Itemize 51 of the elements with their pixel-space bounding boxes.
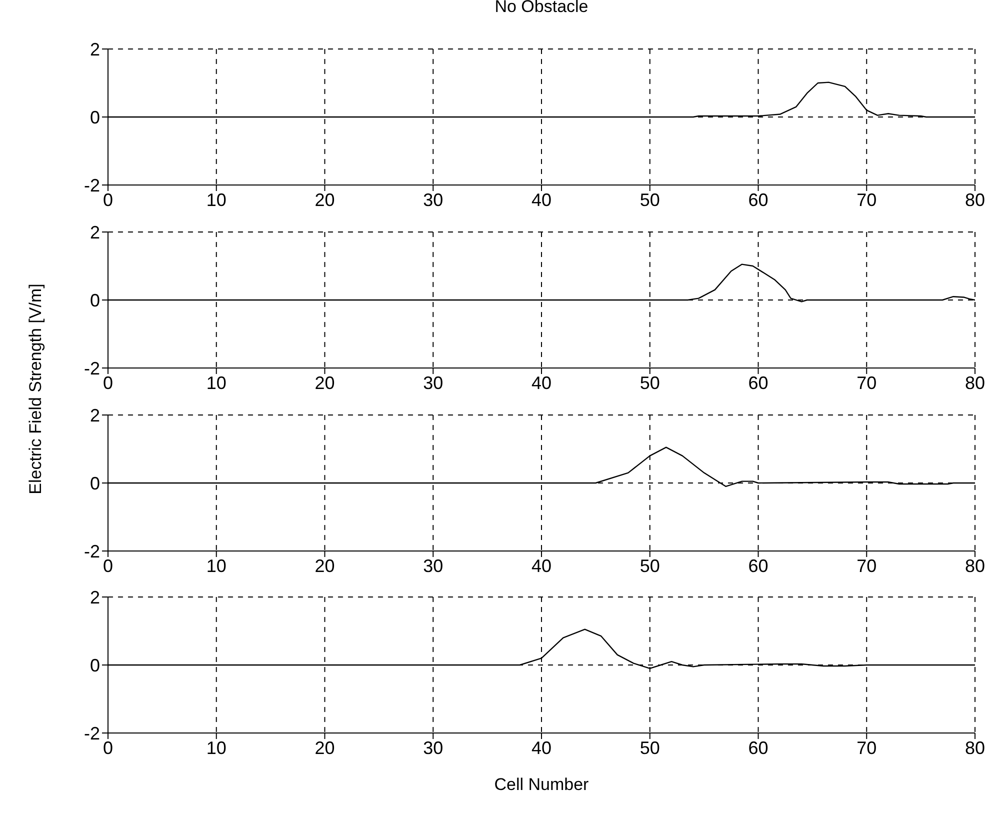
x-tick-label: 40 — [531, 556, 552, 576]
x-tick-label: 80 — [964, 190, 986, 210]
x-tick-label: 20 — [314, 190, 335, 210]
x-tick-label: 10 — [206, 372, 226, 393]
x-tick-label: 10 — [206, 738, 226, 758]
y-tick-label: -2 — [84, 723, 100, 744]
x-tick-label: 20 — [314, 738, 335, 758]
x-tick-label: 0 — [102, 372, 114, 393]
x-tick-label: 30 — [423, 556, 444, 576]
x-tick-label: 10 — [206, 190, 226, 210]
y-tick-label: -2 — [84, 175, 100, 196]
x-tick-label: 20 — [314, 556, 335, 576]
y-tick-label: 0 — [90, 473, 100, 494]
x-tick-label: 0 — [102, 190, 114, 210]
x-tick-label: 70 — [856, 190, 877, 210]
x-tick-label: 0 — [102, 738, 114, 758]
x-axis-title: Cell Number — [493, 775, 590, 795]
x-tick-label: 70 — [856, 372, 877, 393]
y-tick-label: 0 — [90, 107, 100, 128]
y-tick-label: 0 — [90, 290, 100, 310]
x-tick-label: 50 — [640, 738, 660, 758]
y-tick-label: -2 — [84, 358, 100, 378]
x-tick-label: 80 — [964, 372, 986, 393]
x-tick-label: 60 — [748, 738, 768, 758]
x-tick-label: 50 — [640, 372, 660, 393]
x-tick-label: 60 — [748, 372, 768, 393]
x-tick-label: 50 — [640, 556, 660, 576]
x-tick-label: 40 — [531, 190, 552, 210]
y-tick-label: 2 — [90, 39, 100, 60]
y-tick-label: 2 — [90, 222, 100, 242]
y-tick-label: 0 — [90, 655, 100, 676]
x-tick-label: 10 — [206, 556, 226, 576]
x-tick-label: 70 — [856, 738, 877, 758]
x-tick-label: 30 — [423, 190, 444, 210]
x-tick-label: 30 — [423, 372, 444, 393]
x-tick-label: 60 — [748, 190, 768, 210]
y-tick-label: 2 — [90, 405, 100, 426]
x-tick-label: 40 — [531, 738, 552, 758]
x-tick-label: 70 — [856, 556, 877, 576]
y-axis-title: Electric Field Strength [V/m] — [26, 282, 46, 496]
x-tick-label: 40 — [531, 372, 552, 393]
x-tick-label: 20 — [314, 372, 335, 393]
x-tick-label: 30 — [423, 738, 444, 758]
x-tick-label: 80 — [964, 556, 986, 576]
y-tick-label: 2 — [90, 587, 100, 608]
chart-title: No Obstacle — [494, 0, 590, 17]
x-tick-label: 50 — [640, 190, 660, 210]
x-tick-label: 60 — [748, 556, 768, 576]
y-tick-label: -2 — [84, 541, 100, 562]
x-tick-label: 0 — [102, 556, 114, 576]
x-tick-label: 80 — [964, 738, 986, 758]
